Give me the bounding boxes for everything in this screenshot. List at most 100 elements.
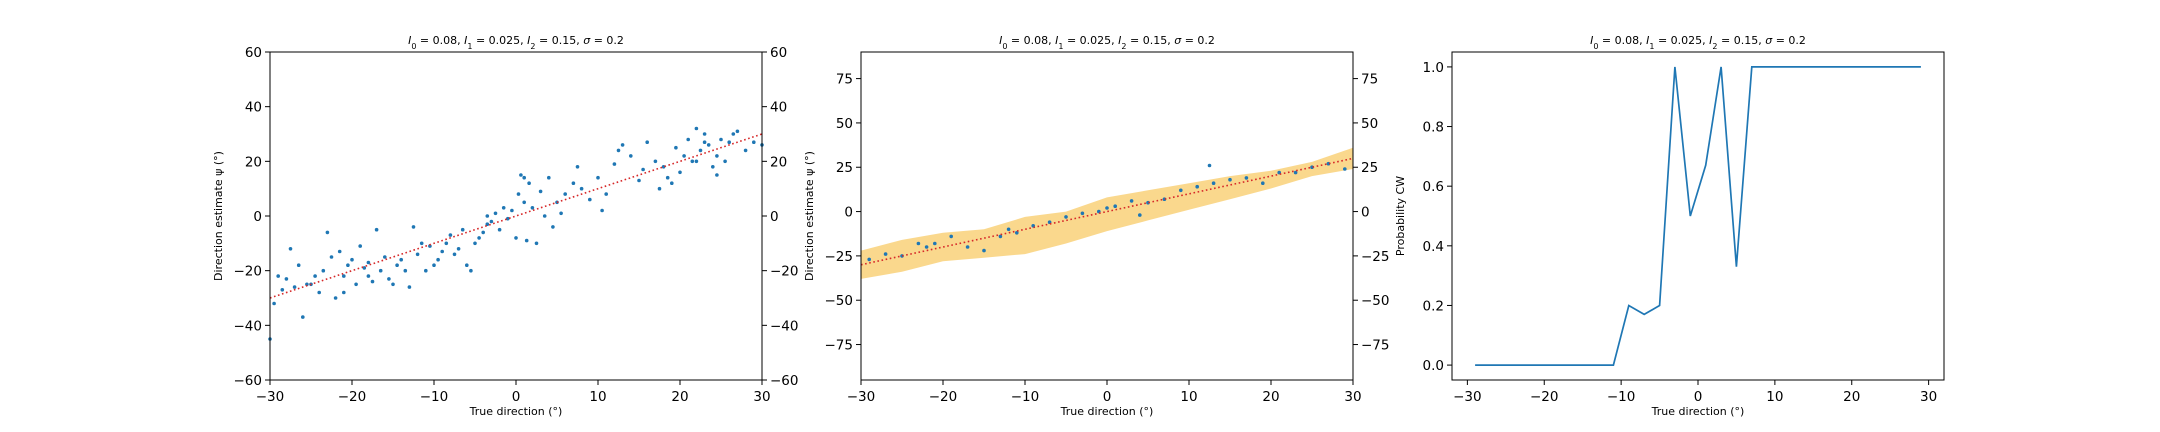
- data-point: [719, 137, 723, 142]
- data-point: [1228, 177, 1232, 182]
- data-point: [579, 186, 584, 191]
- data-point: [272, 301, 276, 306]
- panel-title: I0 = 0.08, I1 = 0.025, I2 = 0.15, σ = 0.…: [408, 34, 624, 51]
- data-point: [542, 214, 547, 218]
- title-part: = 0.15,: [536, 34, 584, 47]
- data-point: [317, 290, 322, 295]
- data-point: [698, 148, 703, 153]
- title-part: I: [1646, 34, 1649, 47]
- data-point: [292, 285, 297, 289]
- data-point: [629, 154, 633, 158]
- data-point: [883, 252, 888, 256]
- data-point: [715, 154, 719, 158]
- title-part: σ: [583, 34, 591, 47]
- data-point: [1293, 170, 1298, 175]
- data-point: [378, 268, 383, 273]
- y-tick-label: 0.2: [1423, 298, 1444, 314]
- x-tick-label: 30: [1344, 389, 1361, 405]
- data-point: [473, 241, 477, 246]
- data-point: [867, 257, 871, 262]
- x-tick-label: 30: [1920, 389, 1937, 405]
- data-point: [612, 162, 617, 166]
- data-point: [485, 214, 490, 218]
- data-point: [321, 268, 326, 273]
- x-tick-label: −20: [338, 389, 367, 405]
- data-point: [522, 200, 526, 205]
- right-y-tick-label: −50: [1361, 293, 1390, 309]
- y-tick-label: 40: [245, 100, 262, 116]
- data-point: [346, 263, 350, 268]
- data-point: [456, 247, 461, 251]
- title-part: I: [1055, 34, 1058, 47]
- data-point: [965, 245, 970, 249]
- title-part: 1: [467, 42, 472, 51]
- right-y-tick-label: −75: [1361, 338, 1390, 354]
- right-y-tick-label: −60: [770, 373, 799, 389]
- y-axis-label: Probability CW: [1394, 176, 1407, 256]
- data-point: [924, 245, 929, 249]
- title-part: σ: [1765, 34, 1773, 47]
- right-y-tick-label: −25: [1361, 249, 1390, 265]
- data-point: [501, 206, 506, 210]
- data-point: [604, 192, 608, 196]
- data-point: [559, 211, 563, 216]
- y-tick-label: −40: [234, 318, 263, 334]
- data-point: [342, 290, 346, 295]
- data-point: [752, 140, 756, 144]
- data-point: [432, 263, 436, 268]
- data-point: [481, 230, 486, 235]
- y-tick-label: 75: [836, 72, 853, 88]
- data-point: [530, 206, 535, 210]
- data-point: [538, 189, 543, 194]
- y-tick-label: 50: [836, 116, 853, 132]
- title-part: I: [1590, 34, 1593, 47]
- data-point: [674, 145, 678, 150]
- fit-line: [269, 133, 763, 299]
- data-point: [350, 257, 354, 262]
- y-tick-label: −50: [825, 293, 854, 309]
- y-tick-label: −60: [234, 373, 263, 389]
- data-point: [949, 234, 953, 239]
- axes-frame: [1451, 51, 1945, 381]
- x-tick-label: −20: [1530, 389, 1559, 405]
- title-part: I: [1709, 34, 1712, 47]
- data-point: [534, 241, 539, 246]
- data-point: [301, 315, 305, 319]
- data-point: [296, 263, 301, 268]
- series-line: [1475, 66, 1921, 366]
- data-point: [284, 277, 289, 281]
- data-point: [694, 159, 699, 164]
- x-tick-label: −30: [847, 389, 876, 405]
- data-point: [711, 165, 715, 169]
- y-tick-label: −75: [825, 338, 854, 354]
- data-point: [933, 241, 937, 246]
- data-point: [1195, 184, 1199, 189]
- x-tick-label: −10: [1607, 389, 1636, 405]
- data-point: [682, 154, 686, 158]
- data-point: [743, 148, 748, 153]
- y-tick-label: 0.8: [1423, 120, 1444, 136]
- data-point: [354, 282, 358, 287]
- title-part: I: [408, 34, 411, 47]
- x-tick-label: 10: [589, 389, 606, 405]
- data-point: [497, 227, 502, 232]
- data-point: [514, 236, 518, 240]
- axes-frame: [269, 51, 763, 381]
- data-point: [588, 197, 592, 202]
- data-point: [477, 236, 481, 240]
- title-part: = 0.025,: [1063, 34, 1118, 47]
- data-point: [563, 192, 567, 196]
- data-point: [723, 159, 727, 164]
- x-tick-label: 0: [512, 389, 521, 405]
- data-point: [313, 274, 317, 278]
- data-point: [465, 263, 469, 268]
- data-point: [1244, 176, 1249, 180]
- data-point: [1015, 231, 1019, 235]
- y-tick-label: −25: [825, 249, 854, 265]
- data-point: [690, 159, 695, 164]
- right-y-tick-label: −40: [770, 318, 799, 334]
- x-tick-label: 10: [1180, 389, 1197, 405]
- data-point: [489, 219, 494, 224]
- data-point: [460, 227, 465, 232]
